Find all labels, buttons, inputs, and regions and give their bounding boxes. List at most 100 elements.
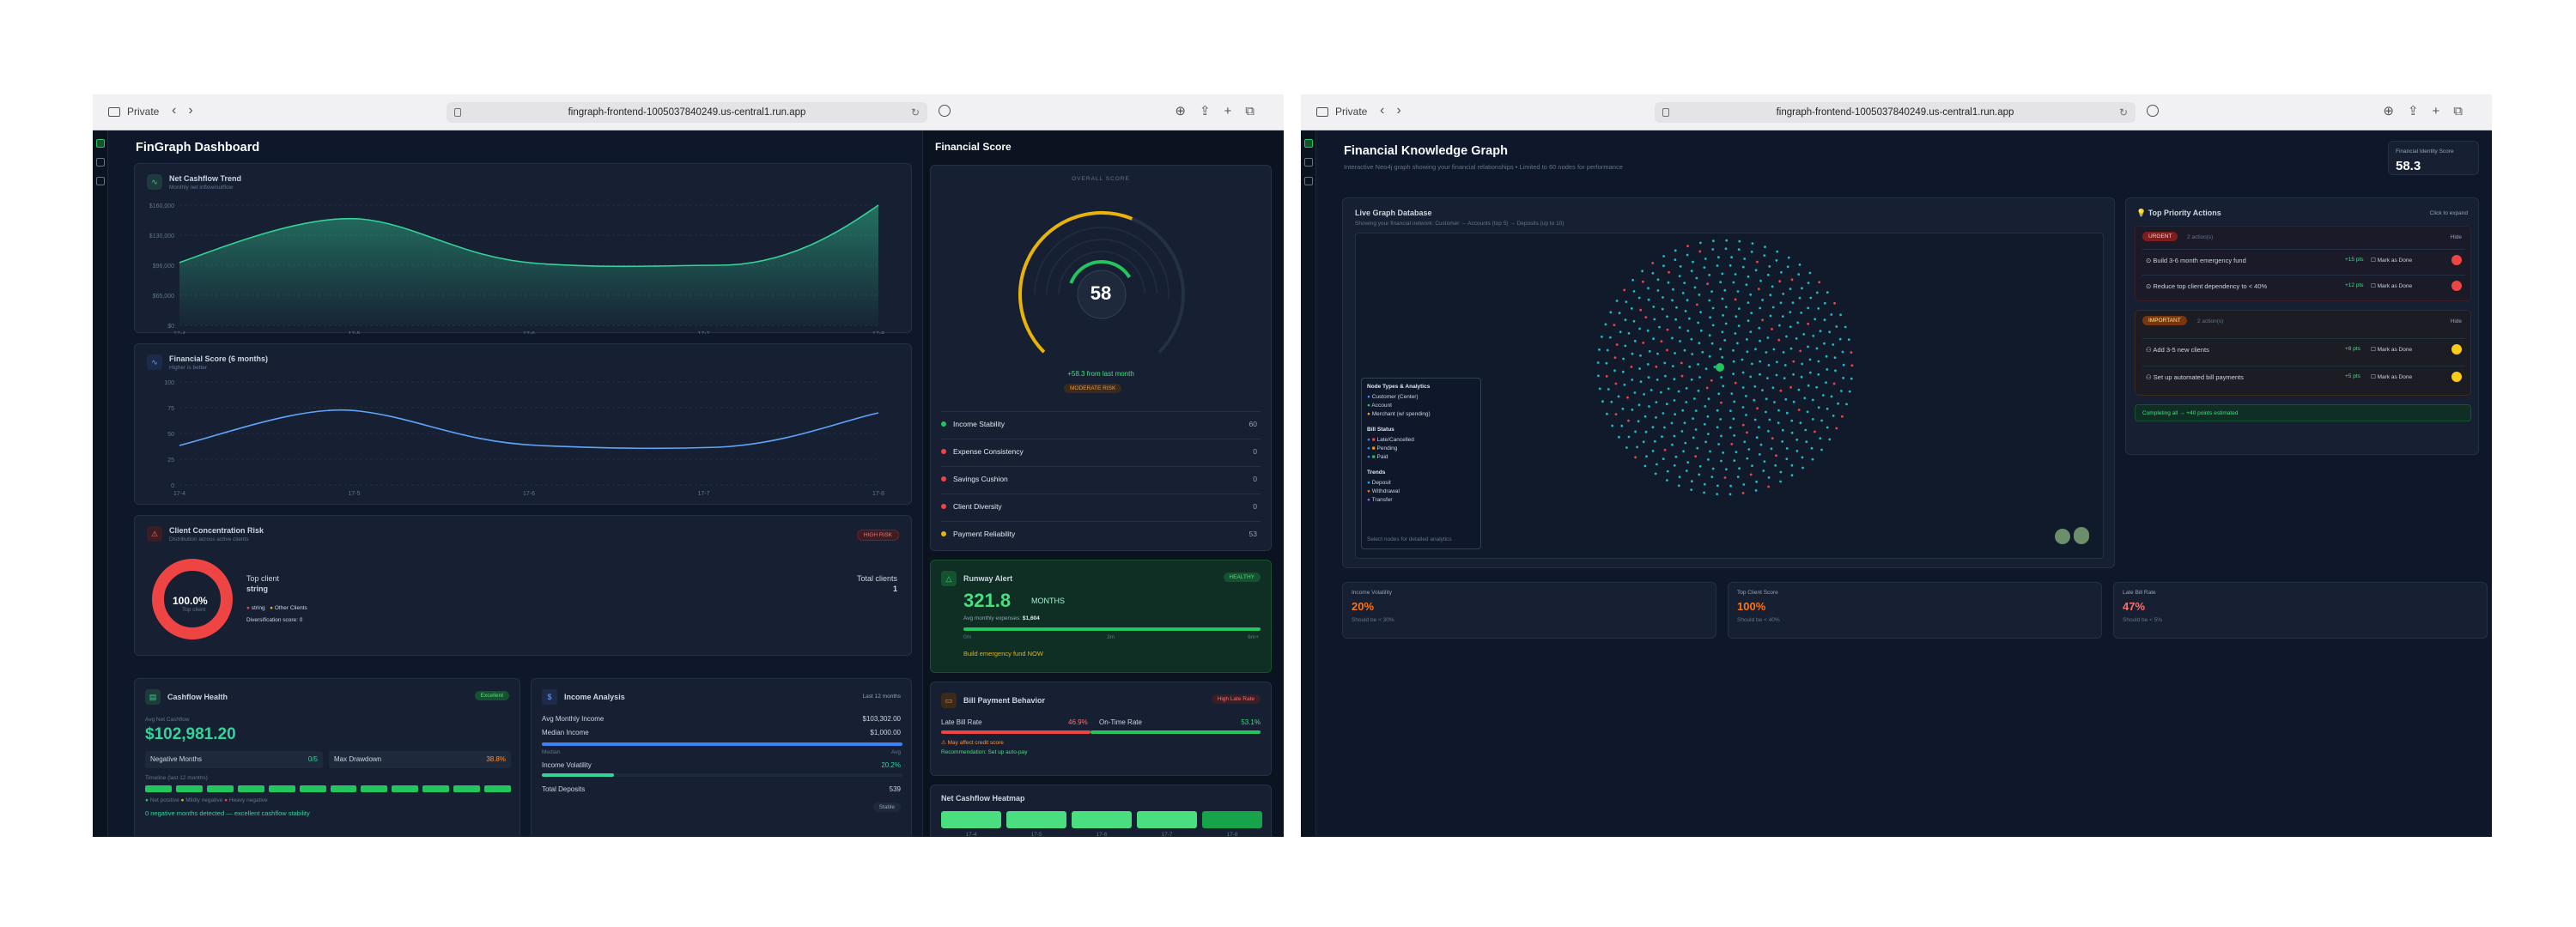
graph-node[interactable]: [1785, 457, 1789, 460]
graph-node[interactable]: [1720, 434, 1722, 438]
graph-node[interactable]: [1685, 387, 1688, 390]
graph-node[interactable]: [1775, 454, 1777, 457]
graph-node[interactable]: [1716, 484, 1719, 488]
graph-node[interactable]: [1766, 377, 1769, 379]
graph-node[interactable]: [1651, 262, 1655, 264]
graph-node[interactable]: [1692, 260, 1694, 264]
graph-node[interactable]: [1808, 271, 1812, 275]
graph-node[interactable]: [1698, 250, 1702, 253]
hide-button[interactable]: Hide: [2450, 318, 2462, 324]
graph-node[interactable]: [1708, 299, 1711, 302]
graph-node[interactable]: [1694, 455, 1698, 457]
graph-node[interactable]: [1615, 343, 1619, 346]
graph-node[interactable]: [1790, 419, 1794, 422]
graph-node[interactable]: [1765, 410, 1767, 414]
graph-node[interactable]: [1746, 431, 1748, 434]
graph-node[interactable]: [1795, 439, 1799, 441]
graph-node[interactable]: [1820, 448, 1823, 451]
graph-node[interactable]: [1686, 461, 1690, 464]
graph-node[interactable]: [1613, 324, 1616, 326]
graph-node[interactable]: [1786, 265, 1789, 269]
graph-node[interactable]: [1828, 438, 1832, 441]
graph-node[interactable]: [1619, 330, 1622, 334]
graph-node[interactable]: [1817, 406, 1820, 409]
graph-node[interactable]: [1598, 348, 1601, 351]
graph-node[interactable]: [1732, 348, 1735, 352]
graph-node[interactable]: [1707, 397, 1710, 401]
graph-node[interactable]: [1837, 402, 1839, 405]
graph-node[interactable]: [1733, 434, 1736, 437]
graph-node[interactable]: [1728, 493, 1732, 496]
graph-node[interactable]: [1800, 312, 1803, 314]
graph-node[interactable]: [1792, 373, 1795, 376]
graph-node[interactable]: [1778, 280, 1782, 283]
graph-node[interactable]: [1627, 331, 1631, 335]
graph-node[interactable]: [1667, 281, 1670, 284]
graph-node[interactable]: [1796, 321, 1800, 324]
graph-node[interactable]: [1771, 437, 1774, 440]
address-bar[interactable]: fingraph-frontend-1005037840249.us-centr…: [1655, 102, 2136, 123]
graph-node[interactable]: [1638, 367, 1641, 370]
graph-node[interactable]: [1761, 318, 1764, 322]
graph-node[interactable]: [1814, 318, 1817, 321]
graph-node[interactable]: [1652, 306, 1656, 308]
graph-node[interactable]: [1705, 386, 1709, 390]
graph-node[interactable]: [1724, 247, 1728, 251]
graph-node[interactable]: [1832, 382, 1836, 385]
graph-node[interactable]: [1789, 347, 1793, 350]
graph-node[interactable]: [1750, 312, 1753, 315]
private-tab-indicator[interactable]: Private: [1316, 106, 1367, 118]
graph-node[interactable]: [1655, 401, 1658, 403]
graph-node[interactable]: [1777, 409, 1780, 412]
graph-node[interactable]: [1782, 351, 1785, 354]
graph-node[interactable]: [1817, 307, 1820, 310]
graph-node[interactable]: [1622, 357, 1625, 360]
graph-node[interactable]: [1833, 356, 1837, 359]
graph-node[interactable]: [1627, 419, 1630, 422]
graph-node[interactable]: [1706, 282, 1709, 286]
shield-icon[interactable]: [939, 105, 951, 117]
graph-node[interactable]: [1747, 275, 1750, 278]
graph-node[interactable]: [1690, 270, 1693, 273]
graph-node[interactable]: [1639, 380, 1643, 384]
reload-icon[interactable]: ↻: [910, 106, 920, 118]
graph-node[interactable]: [1647, 376, 1650, 379]
graph-node[interactable]: [1728, 426, 1732, 429]
graph-node[interactable]: [1651, 450, 1655, 452]
graph-node[interactable]: [1741, 386, 1745, 389]
graph-node[interactable]: [1815, 291, 1819, 294]
graph-node[interactable]: [1673, 399, 1676, 402]
home-nav-icon[interactable]: [96, 158, 105, 167]
graph-node[interactable]: [1734, 298, 1737, 301]
graph-node[interactable]: [1785, 411, 1789, 415]
graph-node[interactable]: [1680, 374, 1684, 378]
graph-node[interactable]: [1778, 324, 1781, 327]
heatmap-cell[interactable]: [1006, 811, 1066, 828]
graph-node[interactable]: [1720, 401, 1722, 404]
graph-node[interactable]: [1771, 285, 1774, 288]
graph-node[interactable]: [1841, 350, 1844, 354]
graph-node[interactable]: [1684, 441, 1687, 445]
graph-node[interactable]: [1664, 374, 1667, 378]
graph-node[interactable]: [1757, 288, 1760, 291]
graph-node[interactable]: [1698, 294, 1701, 296]
graph-node[interactable]: [1738, 467, 1741, 470]
graph-node[interactable]: [1815, 385, 1818, 389]
graph-node[interactable]: [1678, 476, 1681, 479]
graph-node[interactable]: [1697, 363, 1699, 366]
graph-node[interactable]: [1754, 489, 1758, 492]
graph-node[interactable]: [1825, 381, 1827, 384]
graph-node[interactable]: [1643, 464, 1647, 468]
graph-node[interactable]: [1750, 251, 1753, 253]
graph-node[interactable]: [1681, 292, 1685, 294]
graph-node[interactable]: [1646, 363, 1649, 366]
graph-node[interactable]: [1782, 293, 1785, 295]
graph-node[interactable]: [1597, 374, 1600, 378]
graph-node[interactable]: [1789, 311, 1792, 313]
graph-node[interactable]: [1785, 335, 1788, 338]
graph-node[interactable]: [1710, 342, 1714, 345]
graph-node[interactable]: [1686, 330, 1690, 332]
graph-node[interactable]: [1618, 312, 1621, 315]
graph-node[interactable]: [1627, 435, 1631, 439]
graph-node[interactable]: [1807, 345, 1809, 348]
